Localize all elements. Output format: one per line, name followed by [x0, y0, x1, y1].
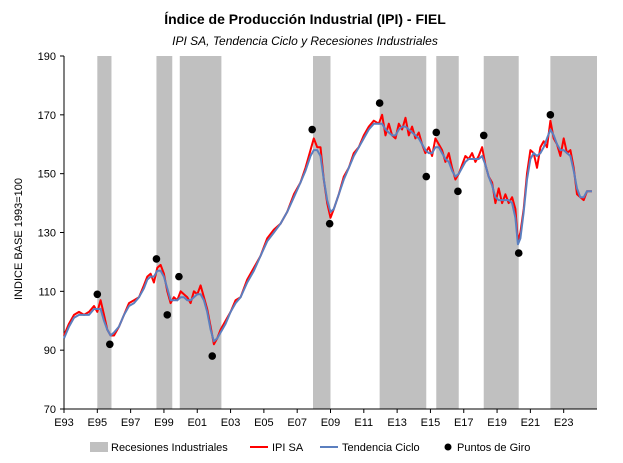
y-tick-label-1: 90 — [44, 345, 56, 357]
series-lines — [63, 113, 592, 346]
legend-label-trend: Tendencia Ciclo — [342, 442, 420, 454]
x-tick-label-13: E19 — [487, 417, 507, 429]
y-tick-label-6: 190 — [38, 51, 56, 63]
x-tick-label-3: E99 — [154, 417, 174, 429]
turning-point-11 — [454, 187, 462, 196]
y-tick-label-2: 110 — [38, 286, 56, 298]
legend-swatch-recessions — [90, 442, 108, 452]
y-tick-label-5: 170 — [38, 110, 56, 122]
turning-point-4 — [175, 272, 183, 281]
x-tick-label-14: E21 — [521, 417, 541, 429]
recession-band-2 — [179, 56, 222, 409]
recession-band-6 — [483, 56, 519, 409]
turning-point-2 — [152, 255, 161, 263]
x-tick-label-6: E05 — [254, 417, 274, 429]
chart-subtitle: IPI SA, Tendencia Ciclo y Recesiones Ind… — [172, 34, 438, 48]
x-tick-label-5: E03 — [221, 417, 241, 429]
x-tick-label-15: E23 — [554, 417, 574, 429]
recession-band-5 — [436, 56, 459, 409]
y-axis-title: INDICE BASE 1993=100 — [13, 178, 25, 300]
turning-points — [93, 99, 555, 360]
turning-point-9 — [422, 172, 431, 181]
x-tick-label-8: E09 — [321, 417, 341, 429]
turning-point-1 — [106, 340, 114, 349]
legend: Recesiones Industriales IPI SA Tendencia… — [90, 442, 530, 454]
x-tick-label-10: E13 — [387, 417, 407, 429]
x-tick-label-11: E15 — [421, 417, 441, 429]
chart-title: Índice de Producción Industrial (IPI) - … — [164, 11, 446, 27]
legend-label-ipi: IPI SA — [272, 442, 304, 454]
turning-point-8 — [375, 99, 384, 107]
y-tick-labels: 70 90 110 130 150 170 190 — [38, 51, 56, 416]
x-tick-label-7: E07 — [287, 417, 307, 429]
x-tick-label-12: E17 — [454, 417, 474, 429]
legend-swatch-points — [444, 443, 452, 451]
x-tick-label-9: E11 — [354, 417, 373, 429]
turning-point-14 — [546, 111, 555, 119]
turning-point-7 — [325, 219, 334, 228]
recession-band-7 — [550, 56, 597, 409]
y-tick-label-0: 70 — [44, 404, 56, 416]
axes — [60, 55, 597, 413]
turning-point-10 — [432, 128, 441, 137]
turning-point-13 — [514, 249, 523, 257]
turning-point-0 — [93, 290, 102, 299]
legend-label-recessions: Recesiones Industriales — [111, 442, 228, 454]
recession-band-3 — [313, 56, 331, 409]
x-tick-label-1: E95 — [88, 417, 108, 429]
legend-label-points: Puntos de Giro — [457, 442, 530, 454]
recession-band-0 — [97, 56, 112, 409]
x-tick-label-2: E97 — [121, 417, 141, 429]
turning-point-6 — [308, 125, 316, 134]
y-tick-label-4: 150 — [38, 169, 56, 181]
recession-bands — [97, 56, 597, 409]
turning-point-12 — [479, 131, 488, 140]
x-tick-label-0: E93 — [54, 417, 74, 429]
x-tick-labels: E93 E95 E97 E99 E01 E03 E05 E07 E09 E11 E13 E15 E17 E… — [54, 417, 573, 429]
x-tick-label-4: E01 — [187, 417, 207, 429]
recession-band-4 — [379, 56, 427, 409]
turning-point-5 — [208, 352, 217, 360]
y-tick-label-3: 130 — [38, 228, 56, 240]
recession-band-1 — [156, 56, 173, 409]
series-line-tendencia-ciclo — [63, 122, 592, 343]
turning-point-3 — [163, 311, 172, 319]
